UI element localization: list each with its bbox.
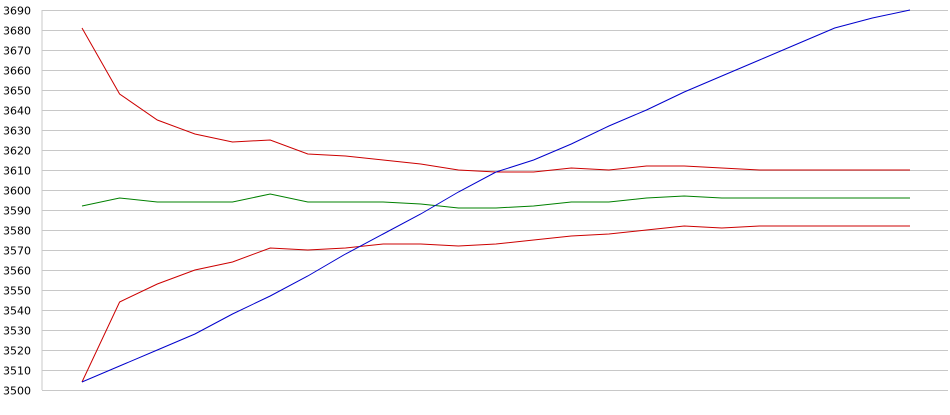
y-tick-label: 3620 bbox=[3, 145, 31, 158]
y-tick-label: 3540 bbox=[3, 305, 31, 318]
y-tick-label: 3610 bbox=[3, 165, 31, 178]
series-line-3 bbox=[81, 193, 910, 209]
series-line-2 bbox=[81, 225, 910, 383]
gridlines bbox=[41, 10, 948, 391]
y-tick-label: 3590 bbox=[3, 205, 31, 218]
y-tick-label: 3520 bbox=[3, 345, 31, 358]
y-tick-label: 3630 bbox=[3, 125, 31, 138]
y-tick-label: 3500 bbox=[3, 385, 31, 398]
y-axis-tick-labels: 3500 3510 3520 3530 3540 3550 3560 3570 3580 3590… bbox=[3, 5, 31, 398]
y-tick-label: 3530 bbox=[3, 325, 31, 338]
y-tick-label: 3660 bbox=[3, 65, 31, 78]
y-tick-label: 3510 bbox=[3, 365, 31, 378]
y-tick-label: 3690 bbox=[3, 5, 31, 18]
series-line-4 bbox=[81, 9, 911, 383]
y-tick-label: 3670 bbox=[3, 45, 31, 58]
y-tick-label: 3580 bbox=[3, 225, 31, 238]
y-tick-label: 3560 bbox=[3, 265, 31, 278]
series-lines bbox=[81, 9, 911, 383]
y-tick-label: 3600 bbox=[3, 185, 31, 198]
y-tick-label: 3550 bbox=[3, 285, 31, 298]
y-tick-label: 3570 bbox=[3, 245, 31, 258]
y-tick-label: 3680 bbox=[3, 25, 31, 38]
y-tick-label: 3650 bbox=[3, 85, 31, 98]
y-tick-label: 3640 bbox=[3, 105, 31, 118]
